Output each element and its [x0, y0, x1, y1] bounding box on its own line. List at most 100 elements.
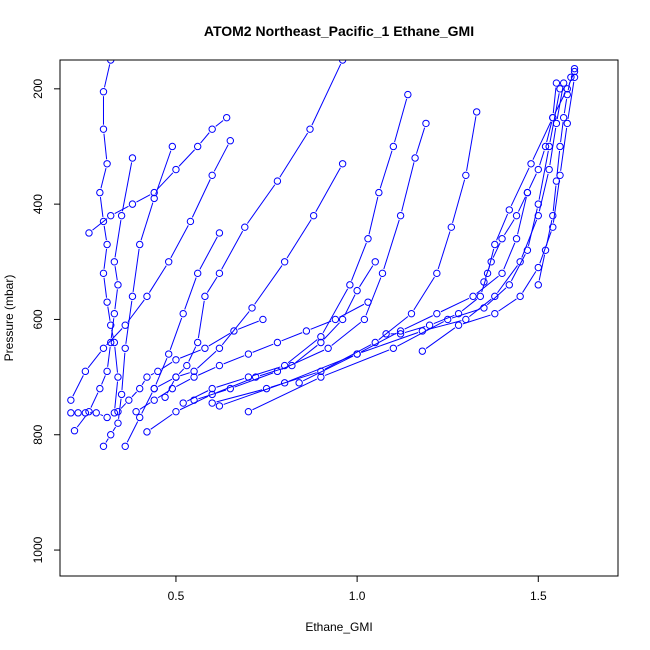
- data-point: [248, 304, 256, 312]
- x-tick-label: 0.5: [168, 589, 185, 603]
- data-point: [179, 399, 187, 407]
- data-point: [244, 350, 253, 358]
- profile-series: [295, 79, 568, 387]
- data-point: [549, 113, 557, 122]
- data-point: [117, 390, 126, 399]
- series-segment: [315, 167, 341, 212]
- series-segment: [545, 219, 553, 246]
- data-point: [128, 154, 137, 162]
- data-point: [346, 281, 354, 289]
- series-segment: [279, 132, 309, 178]
- data-point: [433, 309, 441, 318]
- data-point: [168, 142, 177, 151]
- data-point: [433, 269, 441, 278]
- series-segment: [114, 220, 122, 258]
- series-segment: [466, 116, 477, 171]
- series-segment: [141, 380, 145, 386]
- series-segment: [110, 318, 115, 339]
- data-point: [208, 171, 216, 180]
- data-point: [570, 67, 579, 76]
- series-segment: [552, 185, 557, 212]
- data-point: [99, 442, 108, 450]
- data-point: [70, 427, 79, 435]
- data-point: [193, 338, 202, 347]
- series-segment: [114, 266, 118, 281]
- data-point: [114, 419, 122, 427]
- data-point: [128, 292, 137, 301]
- series-segment: [484, 265, 491, 278]
- data-point: [360, 315, 369, 324]
- data-point: [165, 350, 173, 358]
- x-axis: 0.5 1.0 1.5: [168, 576, 547, 603]
- data-point: [107, 211, 115, 220]
- series-segment: [556, 150, 561, 177]
- data-point: [407, 309, 416, 318]
- series-segment: [339, 303, 365, 318]
- series-segment: [197, 300, 205, 339]
- x-axis-label: Ethane_GMI: [305, 620, 372, 634]
- data-point: [103, 298, 111, 306]
- series-segment: [462, 314, 491, 325]
- y-tick-label: 200: [31, 78, 45, 98]
- data-point: [559, 113, 568, 122]
- data-point: [259, 315, 267, 324]
- data-point: [472, 108, 481, 116]
- series-segment: [125, 300, 133, 344]
- data-point: [121, 321, 129, 329]
- series-segment: [114, 205, 129, 214]
- series-segment: [331, 321, 362, 346]
- series-segment: [532, 121, 552, 160]
- series-segment: [178, 368, 185, 375]
- series-segment: [121, 162, 133, 212]
- data-point: [396, 330, 405, 338]
- series-segment: [252, 378, 318, 411]
- series-segment: [538, 150, 549, 200]
- series-segment: [105, 438, 109, 443]
- series-segment: [114, 381, 119, 409]
- series-segment: [178, 149, 195, 167]
- series-segment: [198, 389, 227, 400]
- series-segment: [425, 327, 456, 349]
- series-segment: [287, 339, 318, 364]
- series-segment: [510, 167, 530, 207]
- data-point: [396, 211, 405, 220]
- series-segment: [259, 366, 288, 377]
- data-point: [143, 292, 151, 301]
- series-segment: [103, 133, 108, 160]
- data-point: [107, 321, 115, 329]
- data-point: [67, 396, 75, 404]
- data-point: [396, 327, 405, 335]
- series-segment: [103, 64, 111, 88]
- data-point: [201, 344, 209, 352]
- series-segment: [461, 298, 478, 312]
- series-segment: [141, 392, 153, 414]
- series-segment: [150, 372, 155, 376]
- data-point: [190, 367, 198, 376]
- data-point: [563, 119, 571, 128]
- series-segment: [131, 391, 137, 398]
- series-segment: [433, 314, 455, 325]
- data-point: [143, 373, 151, 381]
- data-point: [317, 338, 325, 347]
- data-point: [215, 269, 224, 278]
- data-point: [92, 409, 100, 417]
- series-segment: [549, 93, 560, 143]
- data-point: [208, 384, 216, 393]
- data-point: [454, 321, 463, 329]
- series-segment: [100, 168, 107, 189]
- profile-series: [418, 73, 579, 355]
- data-point: [364, 298, 372, 306]
- data-point: [469, 292, 477, 301]
- data-point: [567, 73, 575, 81]
- data-point: [462, 171, 470, 180]
- data-point: [193, 269, 202, 278]
- data-point: [476, 292, 485, 301]
- profile-series: [67, 137, 234, 404]
- data-point: [107, 338, 115, 347]
- data-point: [425, 321, 434, 329]
- data-point: [215, 402, 224, 410]
- data-point: [125, 396, 133, 404]
- y-tick-label: 400: [31, 194, 45, 214]
- series-segment: [486, 287, 507, 306]
- data-point: [389, 344, 398, 352]
